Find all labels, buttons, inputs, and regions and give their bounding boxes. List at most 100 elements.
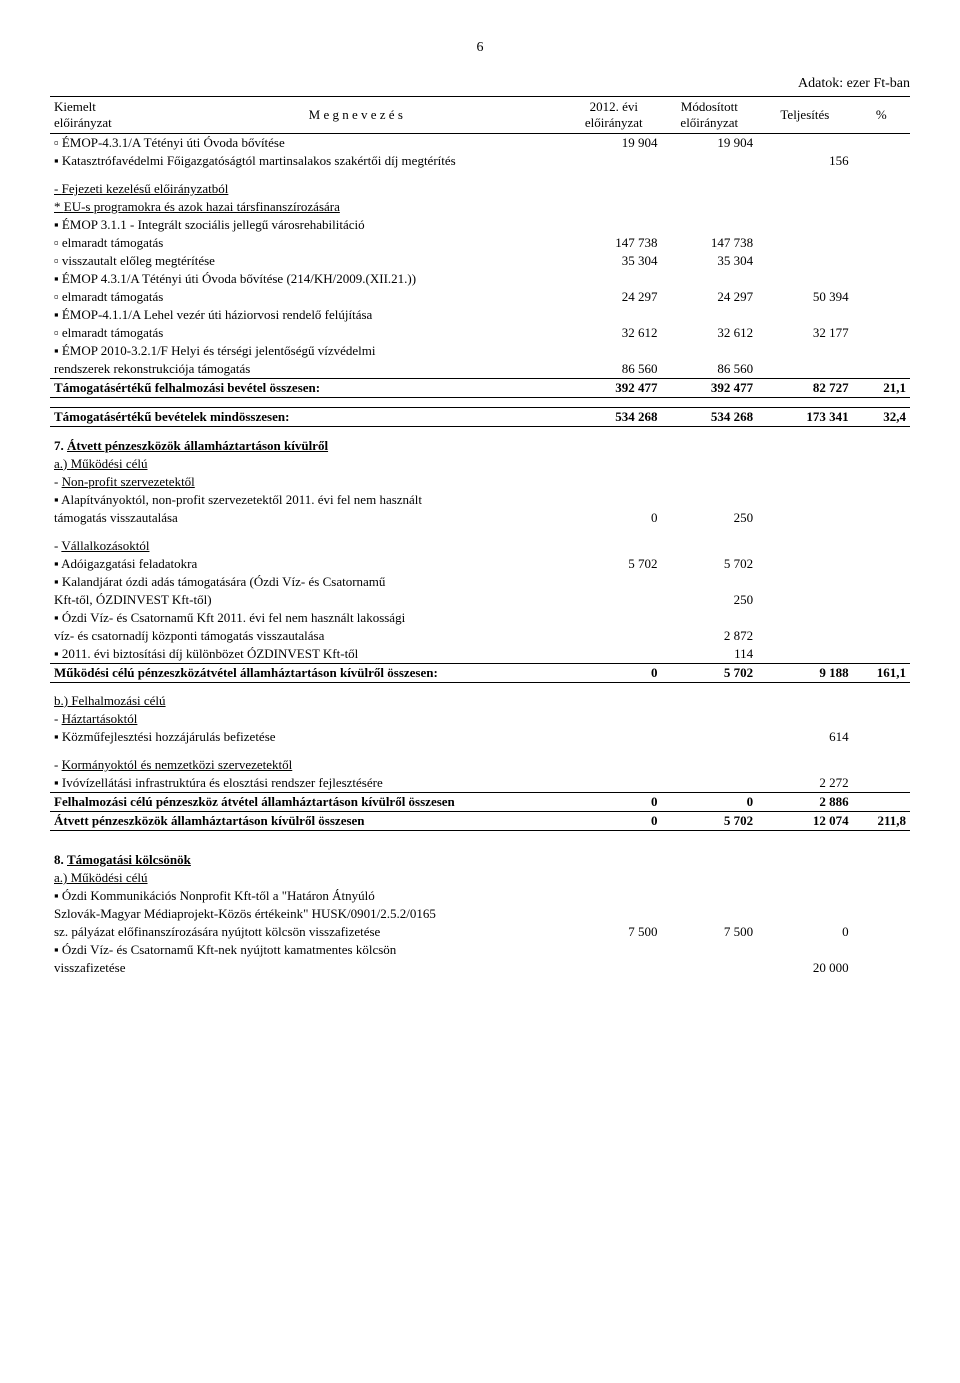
row-label: Támogatásértékű bevételek mindösszesen: <box>50 408 566 427</box>
cell: 250 <box>662 509 758 527</box>
cell: 392 477 <box>566 379 662 398</box>
cell: 24 297 <box>662 288 758 306</box>
cell <box>853 591 910 609</box>
cell <box>566 306 662 324</box>
cell: 2 272 <box>757 774 853 793</box>
s8-num: 8. <box>54 852 64 867</box>
cell <box>757 216 853 234</box>
row-label: Ózdi Víz- és Csatornamű Kft 2011. évi fe… <box>50 609 566 627</box>
cell <box>853 627 910 645</box>
cell <box>662 306 758 324</box>
cell <box>757 234 853 252</box>
cell: 32 177 <box>757 324 853 342</box>
row-label: Katasztrófavédelmi Főigazgatóságtól mart… <box>50 152 566 170</box>
cell <box>566 180 662 198</box>
cell: 32 612 <box>566 324 662 342</box>
cell: 82 727 <box>757 379 853 398</box>
cell: 2 872 <box>662 627 758 645</box>
s7-title: Átvett pénzeszközök államháztartáson kív… <box>67 438 328 453</box>
row-label: ÉMOP 2010-3.2.1/F Helyi és térségi jelen… <box>50 342 566 360</box>
hdr-c6: % <box>876 107 887 122</box>
cell: 614 <box>757 728 853 746</box>
cell: 24 297 <box>566 288 662 306</box>
cell <box>662 216 758 234</box>
cell <box>853 923 910 941</box>
row-label: sz. pályázat előfinanszírozására nyújtot… <box>50 923 566 941</box>
cell <box>662 270 758 288</box>
s7-num: 7. <box>54 438 64 453</box>
s7-muk-sum-label: Működési célú pénzeszközátvétel államház… <box>50 663 566 682</box>
s7-a: a.) Működési célú <box>54 456 148 471</box>
cell: 5 702 <box>662 555 758 573</box>
s7-np-item: Alapítványoktól, non-profit szervezetekt… <box>50 491 566 509</box>
cell: 5 702 <box>566 555 662 573</box>
cell <box>853 216 910 234</box>
korm-item: Ivóvízellátási infrastruktúra és elosztá… <box>50 774 566 793</box>
cell <box>566 959 662 977</box>
row-label: Adóigazgatási feladatokra <box>50 555 566 573</box>
row-label: ÉMOP-4.1.1/A Lehel vezér úti háziorvosi … <box>50 306 566 324</box>
cell <box>757 342 853 360</box>
section7-table: 7. Átvett pénzeszközök államháztartáson … <box>50 437 910 555</box>
cell: 0 <box>566 793 662 812</box>
cell: 114 <box>662 645 758 663</box>
cell <box>853 234 910 252</box>
row-label: Ózdi Kommunikációs Nonprofit Kft-től a "… <box>50 887 566 905</box>
row-label: EU-s programokra és azok hazai társfinan… <box>50 198 566 216</box>
row-label: visszafizetése <box>50 959 566 977</box>
page-number: 6 <box>50 40 910 56</box>
cell: 0 <box>566 509 662 527</box>
cell: 32,4 <box>853 408 910 427</box>
row-label: ÉMOP-4.3.1/A Tétényi úti Óvoda bővítése <box>50 134 566 152</box>
cell: 21,1 <box>853 379 910 398</box>
s7-np-item2: támogatás visszautalása <box>50 509 566 527</box>
s7-vall: Vállalkozásoktól <box>61 538 149 553</box>
cell <box>757 645 853 663</box>
cell <box>757 360 853 379</box>
cell <box>853 252 910 270</box>
s8-items-table: Ózdi Kommunikációs Nonprofit Kft-től a "… <box>50 887 910 977</box>
cell <box>853 180 910 198</box>
s8-a: a.) Működési célú <box>54 870 148 885</box>
cell <box>853 342 910 360</box>
cell <box>757 270 853 288</box>
cell <box>853 306 910 324</box>
row-label: ÉMOP 4.3.1/A Tétényi úti Óvoda bővítése … <box>50 270 566 288</box>
cell <box>853 198 910 216</box>
cell <box>757 555 853 573</box>
row-label: ÉMOP 3.1.1 - Integrált szociális jellegű… <box>50 216 566 234</box>
cell: 2 886 <box>757 793 853 812</box>
cell: 7 500 <box>566 923 662 941</box>
row-label: Kft-től, ÓZDINVEST Kft-től) <box>50 591 566 609</box>
cell <box>662 180 758 198</box>
row-label: víz- és csatornadíj központi támogatás v… <box>50 627 566 645</box>
cell <box>853 152 910 170</box>
cell <box>853 134 910 152</box>
cell <box>853 288 910 306</box>
cell <box>757 198 853 216</box>
row-label: elmaradt támogatás <box>50 234 566 252</box>
cell: 161,1 <box>853 663 910 682</box>
header-table: Kiemelt előirányzat M e g n e v e z é s … <box>50 96 910 134</box>
cell <box>853 959 910 977</box>
cell: 147 738 <box>662 234 758 252</box>
cell: 211,8 <box>853 812 910 831</box>
row-label: Szlovák-Magyar Médiaprojekt-Közös értéke… <box>50 905 566 923</box>
cell <box>853 270 910 288</box>
cell: 534 268 <box>566 408 662 427</box>
row-label: Támogatásértékű felhalmozási bevétel öss… <box>50 379 566 398</box>
cell <box>853 360 910 379</box>
cell: 0 <box>566 812 662 831</box>
cell <box>757 306 853 324</box>
row-label: Fejezeti kezelésű előirányzatból <box>50 180 566 198</box>
cell: 173 341 <box>757 408 853 427</box>
cell <box>853 324 910 342</box>
row-label: Ózdi Víz- és Csatornamű Kft-nek nyújtott… <box>50 941 566 959</box>
cell: 35 304 <box>662 252 758 270</box>
cell: 5 702 <box>662 812 758 831</box>
units-label: Adatok: ezer Ft-ban <box>50 76 910 92</box>
cell: 32 612 <box>662 324 758 342</box>
cell <box>566 152 662 170</box>
cell: 156 <box>757 152 853 170</box>
cell: 86 560 <box>566 360 662 379</box>
